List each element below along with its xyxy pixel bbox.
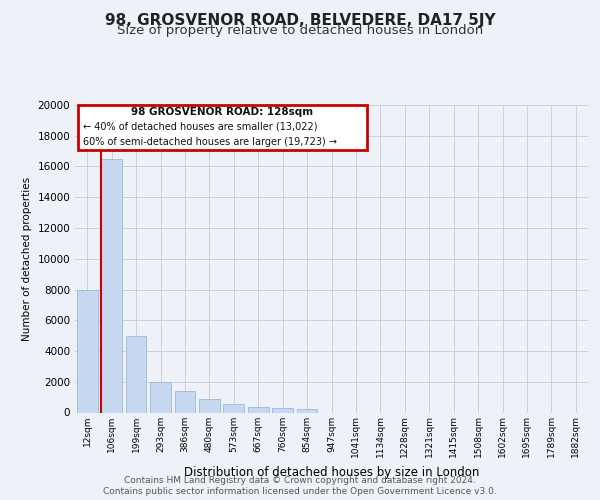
Y-axis label: Number of detached properties: Number of detached properties: [22, 176, 32, 341]
Bar: [248, 407, 269, 412]
Bar: [150, 382, 171, 412]
Bar: [175, 391, 196, 412]
Bar: [272, 408, 293, 412]
Bar: [223, 404, 244, 412]
Text: 60% of semi-detached houses are larger (19,723) →: 60% of semi-detached houses are larger (…: [83, 138, 337, 147]
Text: 98, GROSVENOR ROAD, BELVEDERE, DA17 5JY: 98, GROSVENOR ROAD, BELVEDERE, DA17 5JY: [104, 12, 496, 28]
FancyBboxPatch shape: [77, 105, 367, 150]
X-axis label: Distribution of detached houses by size in London: Distribution of detached houses by size …: [184, 466, 479, 478]
Bar: [101, 159, 122, 412]
Text: Contains HM Land Registry data © Crown copyright and database right 2024.: Contains HM Land Registry data © Crown c…: [124, 476, 476, 485]
Bar: [296, 409, 317, 412]
Text: Contains public sector information licensed under the Open Government Licence v3: Contains public sector information licen…: [103, 487, 497, 496]
Text: 98 GROSVENOR ROAD: 128sqm: 98 GROSVENOR ROAD: 128sqm: [131, 108, 314, 118]
Bar: [77, 290, 98, 412]
Text: Size of property relative to detached houses in London: Size of property relative to detached ho…: [117, 24, 483, 37]
Text: ← 40% of detached houses are smaller (13,022): ← 40% of detached houses are smaller (13…: [83, 122, 317, 132]
Bar: [199, 398, 220, 412]
Bar: [125, 336, 146, 412]
